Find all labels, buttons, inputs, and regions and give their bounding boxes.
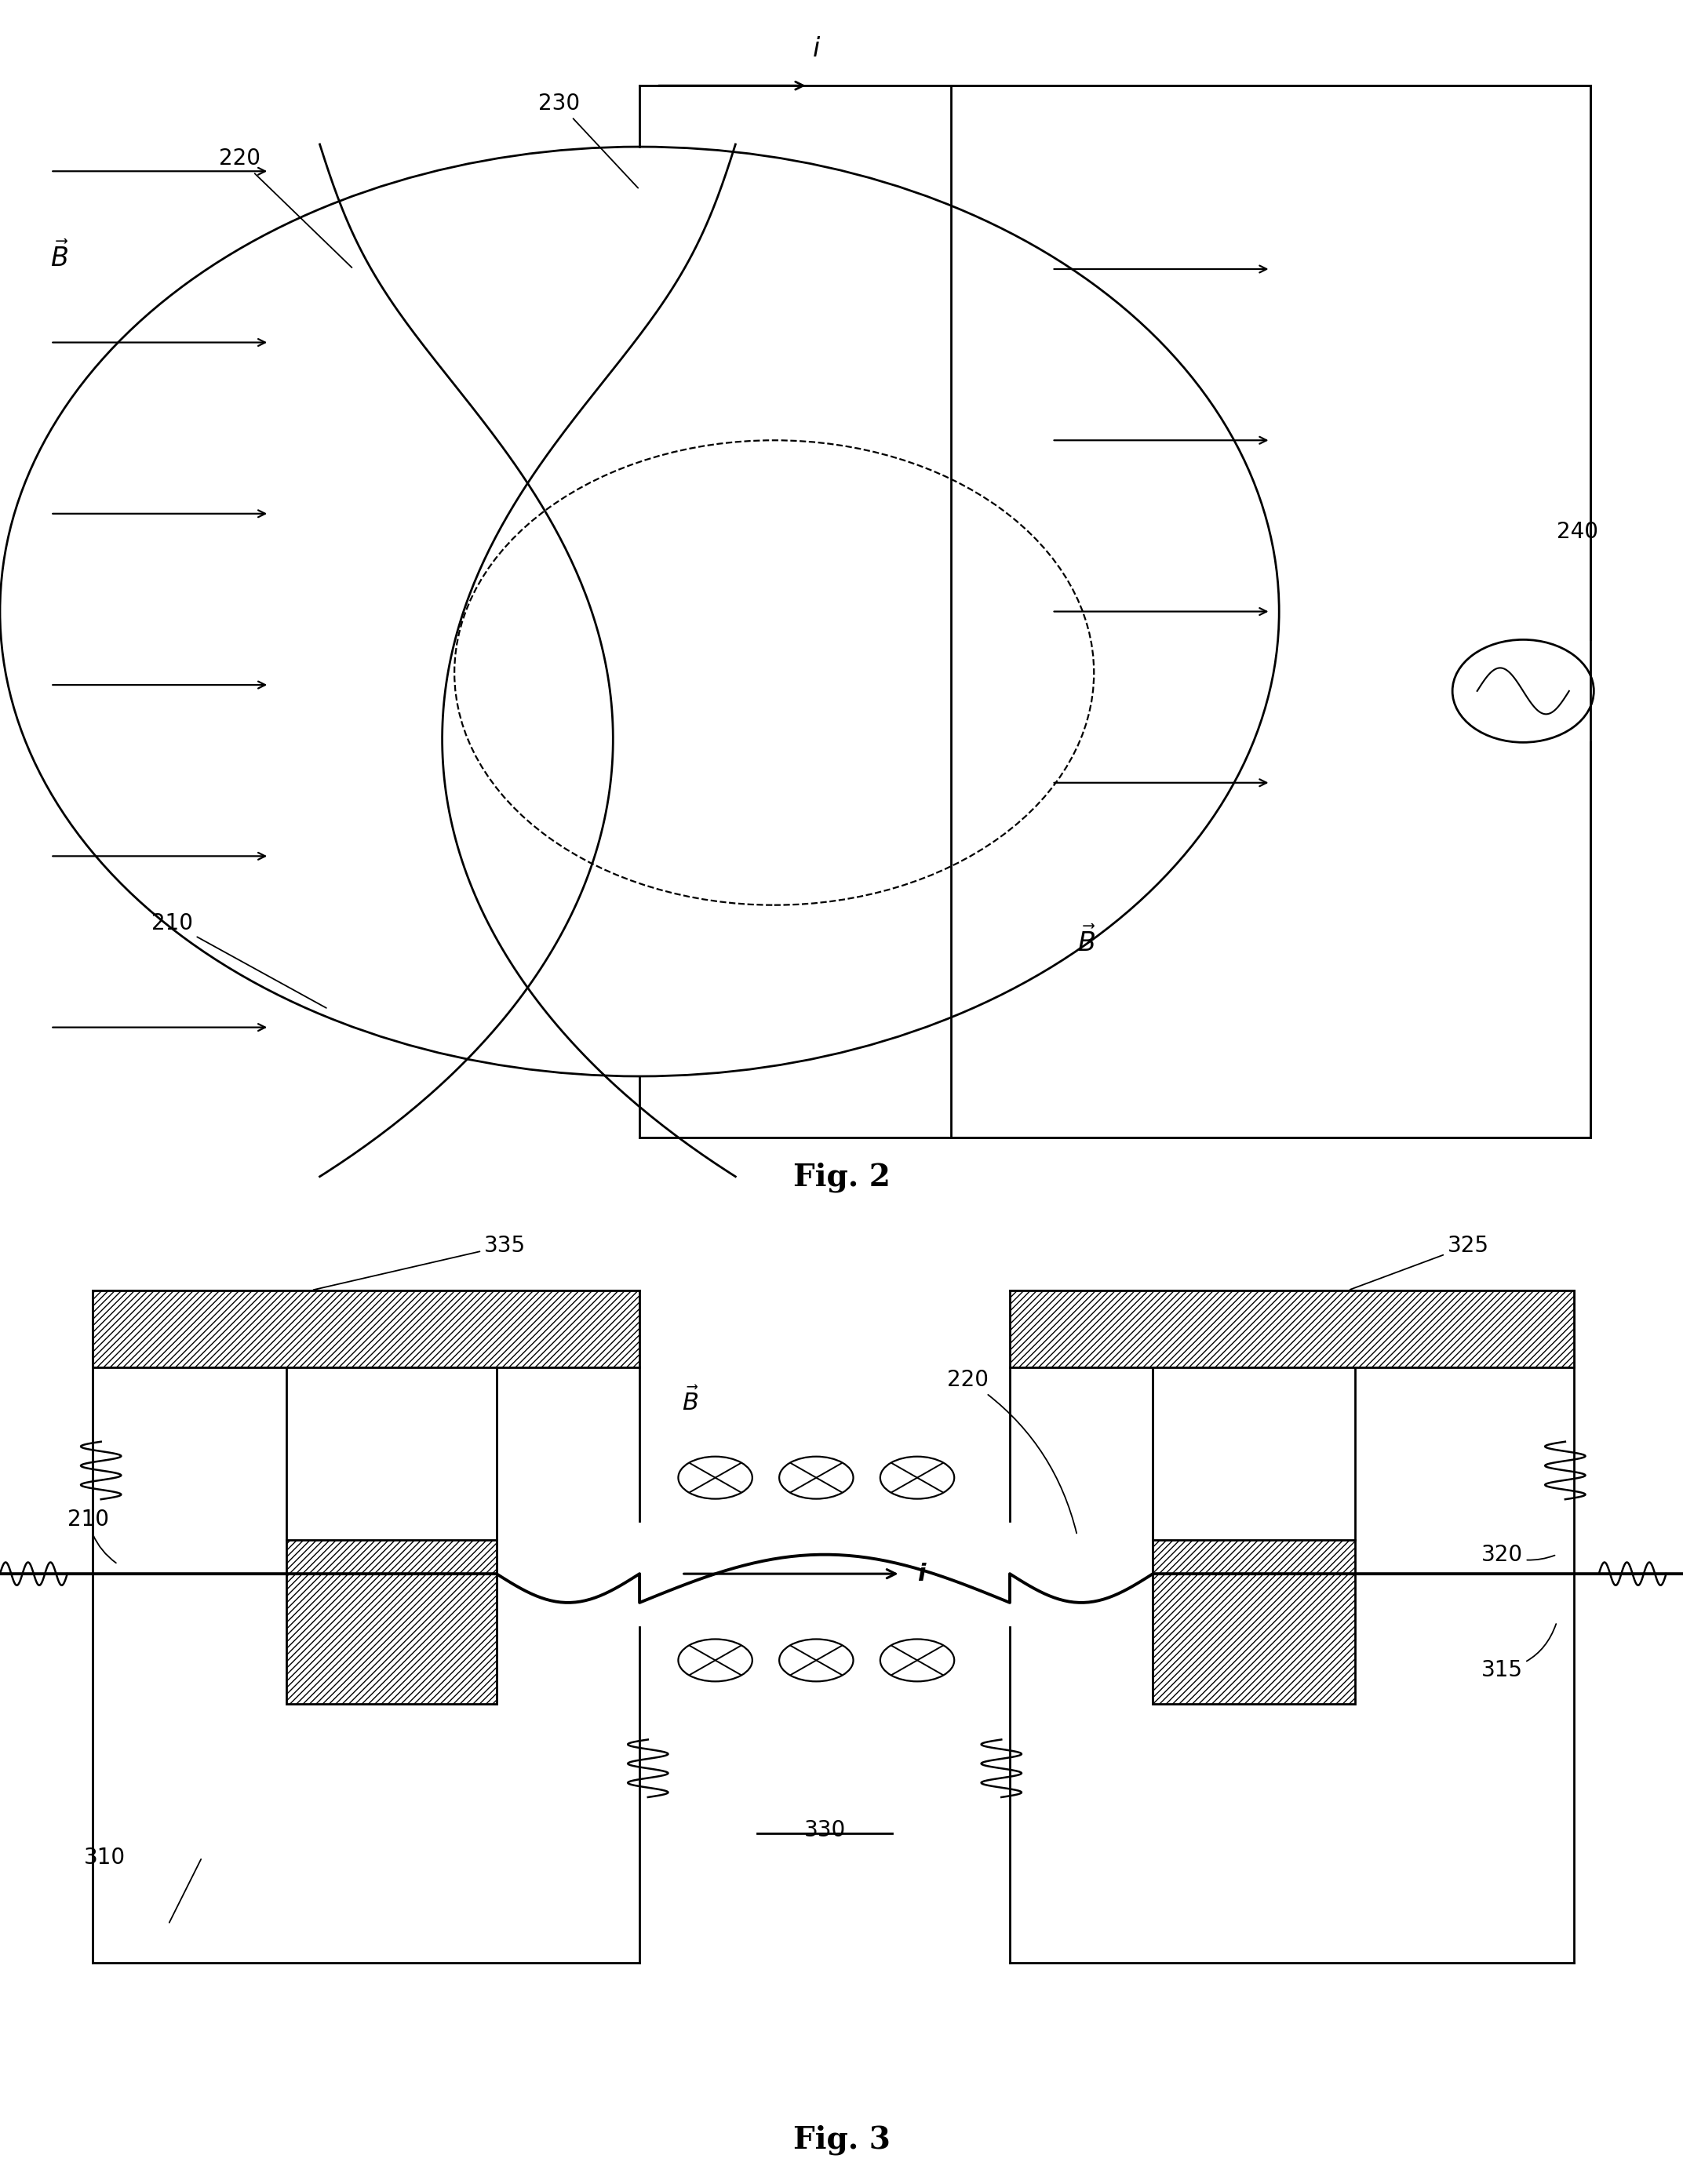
Text: 310: 310	[84, 1845, 126, 1867]
Text: 210: 210	[151, 913, 327, 1009]
Bar	[1153, 1540, 1355, 1704]
Bar	[1010, 1291, 1574, 1367]
Text: 320: 320	[1481, 1544, 1555, 1566]
Bar	[951, 85, 1590, 1138]
Text: 240: 240	[1557, 522, 1599, 544]
Text: i: i	[813, 35, 820, 61]
Text: 335: 335	[313, 1234, 525, 1291]
Text: 230: 230	[539, 92, 638, 188]
Text: i: i	[917, 1562, 926, 1586]
Text: $\vec{B}$: $\vec{B}$	[682, 1387, 698, 1415]
Text: 220: 220	[948, 1369, 1077, 1533]
Text: 315: 315	[1481, 1625, 1557, 1682]
Bar	[286, 1540, 496, 1704]
Text: $\vec{B}$: $\vec{B}$	[1077, 926, 1096, 957]
Text: 330: 330	[804, 1819, 845, 1841]
Bar	[93, 1291, 640, 1367]
Text: Fig. 2: Fig. 2	[793, 1162, 890, 1192]
Text: $\vec{B}$: $\vec{B}$	[50, 240, 69, 273]
Text: Fig. 3: Fig. 3	[793, 2125, 890, 2156]
Text: 325: 325	[1350, 1234, 1489, 1289]
Text: 220: 220	[219, 149, 352, 269]
Text: 210: 210	[67, 1509, 116, 1564]
